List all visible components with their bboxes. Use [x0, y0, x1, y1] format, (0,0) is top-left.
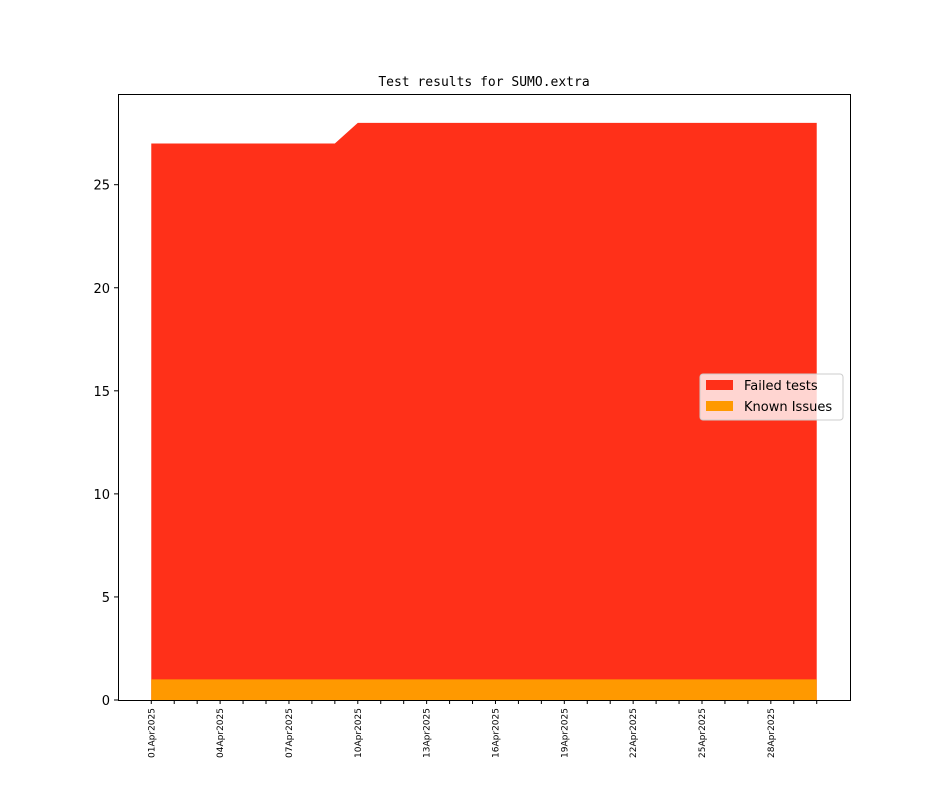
x-tick-label: 28Apr2025 — [767, 708, 777, 758]
x-tick-label: 19Apr2025 — [560, 708, 570, 758]
x-tick-label: 25Apr2025 — [698, 708, 708, 758]
x-tick-label: 07Apr2025 — [285, 708, 295, 758]
area-known-issues — [151, 679, 817, 700]
x-tick-label: 22Apr2025 — [629, 708, 639, 758]
y-tick-label: 25 — [93, 179, 110, 194]
y-tick-label: 20 — [93, 282, 110, 297]
x-tick-label: 04Apr2025 — [216, 708, 226, 758]
plot-frame — [118, 94, 851, 701]
legend-swatch — [706, 380, 733, 390]
y-tick-label: 0 — [102, 694, 110, 709]
y-tick-label: 15 — [93, 385, 110, 400]
x-tick-label: 10Apr2025 — [354, 708, 364, 758]
chart-title: Test results for SUMO.extra — [378, 75, 589, 90]
legend: Failed tests Known Issues — [699, 373, 844, 421]
x-tick-label: 13Apr2025 — [423, 708, 433, 758]
legend-swatch — [706, 401, 733, 411]
y-tick-label: 5 — [102, 591, 110, 606]
x-tick-label: 16Apr2025 — [491, 708, 501, 758]
y-tick-label: 10 — [93, 488, 110, 503]
x-tick-label: 01Apr2025 — [147, 708, 157, 758]
legend-label: Known Issues — [744, 400, 832, 415]
legend-label: Failed tests — [744, 379, 818, 394]
area-failed-tests — [151, 122, 817, 701]
legend-box — [699, 373, 844, 421]
